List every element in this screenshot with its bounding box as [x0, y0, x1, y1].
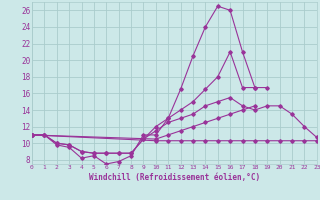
X-axis label: Windchill (Refroidissement éolien,°C): Windchill (Refroidissement éolien,°C) — [89, 173, 260, 182]
